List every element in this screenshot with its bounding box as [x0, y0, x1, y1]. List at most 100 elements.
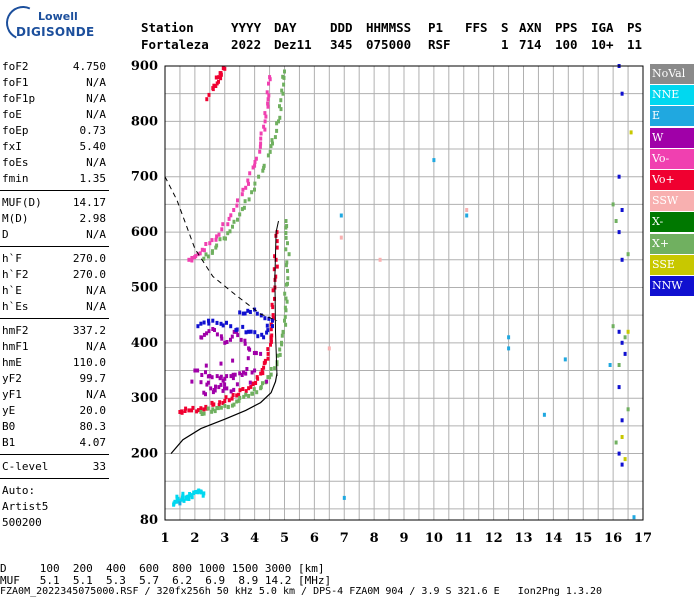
data-point — [238, 395, 242, 400]
data-point — [267, 93, 271, 98]
data-point — [200, 412, 204, 416]
data-point — [276, 353, 280, 358]
data-point — [617, 363, 621, 367]
data-point — [270, 138, 274, 143]
data-point — [215, 234, 219, 239]
param-row: M(D) 2.98 — [2, 212, 106, 228]
hdr-value-station: Fortaleza — [141, 37, 209, 52]
data-point — [235, 382, 239, 387]
data-point — [263, 316, 267, 321]
digisonde-logo: Lowell DIGISONDE — [1, 1, 94, 45]
data-point — [284, 247, 288, 252]
data-point — [266, 101, 270, 106]
x-tick-label: 4 — [250, 531, 259, 546]
data-point — [219, 72, 223, 77]
data-point — [286, 281, 289, 286]
param-value: 110.0 — [72, 356, 106, 369]
data-point — [270, 333, 274, 338]
data-point — [262, 365, 266, 370]
hdr-value-axn: 714 — [519, 37, 542, 52]
series-top-spread — [205, 66, 227, 102]
data-point — [261, 168, 265, 173]
data-point — [269, 144, 273, 149]
param-value: 270.0 — [72, 252, 106, 265]
param-name: h`F — [2, 252, 22, 265]
data-point — [221, 66, 225, 71]
data-point — [200, 335, 204, 340]
data-point — [262, 124, 266, 129]
data-point — [223, 403, 227, 408]
data-point — [275, 230, 279, 235]
data-point — [210, 400, 214, 405]
data-point — [192, 491, 196, 496]
data-point — [211, 327, 215, 331]
data-point — [242, 205, 246, 210]
autoscaler-label: Auto: — [2, 484, 36, 497]
series-es-low-nne — [172, 488, 206, 507]
chart-curves — [164, 176, 279, 454]
true-height-profile-curve — [170, 373, 278, 454]
data-point — [232, 387, 236, 392]
data-point — [188, 492, 192, 496]
data-point — [265, 330, 269, 335]
data-point — [258, 144, 262, 149]
data-point — [242, 370, 245, 375]
param-value: 4.07 — [79, 436, 107, 449]
data-point — [221, 222, 225, 227]
data-point — [193, 368, 197, 373]
data-point — [205, 331, 209, 336]
data-point — [219, 334, 223, 339]
data-point — [245, 367, 249, 371]
data-point — [226, 222, 230, 227]
data-point — [279, 107, 283, 112]
param-divider — [0, 246, 109, 247]
param-row: foF2 4.750 — [2, 60, 106, 76]
data-point — [199, 321, 203, 326]
x-tick-label: 9 — [399, 531, 408, 546]
x-tick-label: 15 — [574, 531, 592, 546]
param-row: fxI 5.40 — [2, 140, 106, 156]
data-point — [219, 76, 223, 81]
data-point — [190, 408, 194, 413]
data-point — [229, 213, 233, 218]
data-point — [215, 374, 219, 379]
data-point — [238, 310, 242, 315]
data-point — [223, 340, 227, 345]
data-point — [240, 207, 244, 212]
legend-item-noval: NoVal — [650, 64, 694, 84]
data-point — [244, 371, 248, 376]
data-point — [221, 378, 225, 383]
data-point — [213, 409, 217, 414]
data-point — [250, 190, 254, 195]
data-point — [216, 406, 220, 411]
hdr-label-ffs: FFS — [465, 20, 488, 35]
data-point — [254, 351, 258, 356]
data-point — [211, 249, 214, 254]
data-point — [243, 311, 247, 316]
data-point — [282, 82, 286, 87]
data-point — [246, 178, 250, 183]
param-name: hmF1 — [2, 340, 29, 353]
data-point — [273, 135, 277, 140]
series-f2-trace-o — [178, 230, 279, 415]
data-point — [190, 495, 194, 500]
param-row: h`F2 270.0 — [2, 268, 106, 284]
data-point — [219, 361, 223, 366]
data-point — [629, 130, 633, 135]
data-point — [229, 389, 233, 394]
series-right-column-sse — [620, 130, 633, 462]
data-point — [195, 409, 199, 414]
data-point — [247, 329, 251, 334]
data-point — [260, 332, 264, 337]
data-point — [617, 451, 621, 456]
data-point — [255, 311, 259, 316]
data-point — [563, 357, 567, 362]
param-value: 99.7 — [79, 372, 107, 385]
data-point — [227, 398, 231, 403]
param-name: M(D) — [2, 212, 29, 225]
data-point — [263, 358, 267, 363]
y-tick-label: 200 — [131, 447, 158, 462]
param-value: N/A — [86, 92, 106, 105]
param-row: h`Es N/A — [2, 300, 106, 316]
data-point — [240, 373, 244, 377]
